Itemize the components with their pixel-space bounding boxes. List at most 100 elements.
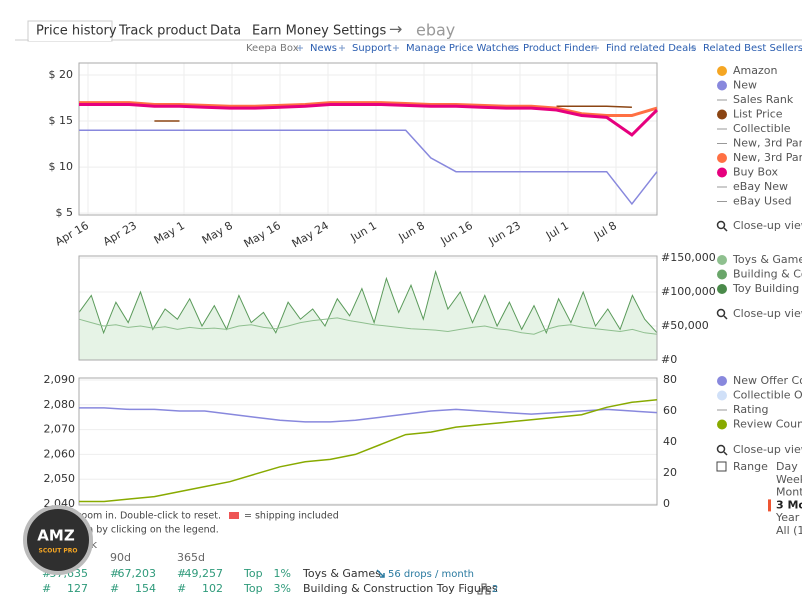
stat-cell: 49,257 — [185, 567, 224, 580]
stat-header: 365d — [177, 551, 205, 564]
nav-link[interactable]: Support — [352, 43, 392, 54]
nav-link[interactable]: Find related Deals — [606, 43, 696, 54]
search-icon-handle — [723, 315, 728, 320]
x-tick-label: Jun 23 — [486, 219, 523, 248]
legend-label[interactable]: Sales Rank — [733, 93, 794, 106]
legend-swatch — [717, 255, 727, 265]
category-name[interactable]: Building & Construction Toy Figures — [303, 582, 498, 595]
legend-label[interactable]: eBay Used — [733, 195, 792, 208]
search-icon — [716, 220, 726, 230]
price-line — [79, 129, 658, 206]
nav-link[interactable]: Manage Price Watches — [406, 43, 519, 54]
hint: = shipping included — [244, 511, 339, 522]
legend-label[interactable]: Buy Box — [733, 166, 778, 179]
hint: a to zoom in. Double-click to reset. — [55, 511, 221, 522]
legend-label[interactable]: New Offer Cou — [733, 374, 802, 387]
legend-label[interactable]: New, 3rd Party — [733, 137, 802, 150]
link-separator — [510, 45, 516, 51]
rank-line — [78, 317, 658, 335]
nav-link[interactable]: Related Best Sellers — [703, 43, 802, 54]
price-line — [154, 105, 632, 122]
tab[interactable]: Price history — [36, 24, 117, 39]
range-option[interactable]: Day — [776, 460, 798, 473]
tab[interactable]: Data — [210, 24, 241, 39]
stat-cell: # — [42, 567, 51, 580]
legend-label[interactable]: Collectible Offe — [733, 389, 802, 402]
chart-frame — [78, 255, 658, 361]
nav-link[interactable]: Product Finder — [523, 43, 596, 54]
logo-subtext: SCOUT PRO — [39, 548, 78, 555]
y2-tick-label: #100,000 — [661, 285, 716, 298]
nav-link[interactable]: News — [310, 43, 337, 54]
close-up-link[interactable]: Close-up view — [733, 307, 802, 320]
stat-cell: # — [177, 582, 186, 595]
hint: wn data by clicking on the legend. — [55, 525, 219, 536]
link-separator — [339, 45, 345, 51]
close-up-link[interactable]: Close-up view — [733, 443, 802, 456]
y2-tick-label: 20 — [663, 466, 677, 479]
x-tick-label: Jun 8 — [396, 219, 427, 245]
link-separator — [593, 45, 599, 51]
legend-label[interactable]: Toy Building Se — [732, 282, 802, 295]
legend-label[interactable]: Rating — [733, 403, 768, 416]
drop-arrow — [376, 569, 385, 578]
y2-tick-label: #150,000 — [661, 251, 716, 264]
x-tick-label: Jun 1 — [348, 219, 379, 245]
legend-label[interactable]: New — [733, 79, 757, 92]
y2-tick-label: 0 — [663, 497, 670, 510]
legend-swatch — [717, 153, 727, 163]
offer-line — [79, 399, 658, 503]
stat-cell: # — [110, 582, 119, 595]
stat-cell: 154 — [135, 582, 156, 595]
tab[interactable]: Track product — [118, 24, 207, 39]
range-option[interactable]: Year — [775, 511, 800, 524]
legend-swatch — [717, 167, 727, 178]
stat-cell: 1% — [274, 567, 291, 580]
stat-cell: # — [177, 567, 186, 580]
calendar-icon — [716, 461, 727, 472]
range-option[interactable]: Week — [776, 473, 802, 486]
stat-cell: 3% — [274, 582, 291, 595]
price-line — [79, 101, 658, 117]
legend-swatch — [717, 80, 727, 91]
rank-area — [79, 271, 657, 360]
range-option[interactable]: 3 Mo — [776, 498, 802, 511]
x-tick-label: Jul 8 — [591, 219, 619, 243]
hierarchy-icon — [477, 583, 491, 595]
link-separator — [297, 45, 303, 51]
legend-label[interactable]: New, 3rd Party — [733, 151, 802, 164]
price-line — [79, 103, 659, 137]
legend-swatch — [717, 66, 727, 76]
range-option[interactable]: Month — [776, 486, 802, 499]
range-label: Range — [733, 460, 768, 473]
y-tick-label: 2,070 — [44, 423, 76, 436]
truck-icon — [229, 512, 239, 519]
tab[interactable]: Settings — [333, 24, 387, 39]
range-option[interactable]: All (10 — [776, 524, 802, 537]
legend-swatch — [717, 390, 727, 401]
category-name[interactable]: Toys & Games — [302, 567, 381, 580]
range-active-bar — [768, 499, 771, 512]
x-tick-label: Apr 16 — [53, 219, 91, 249]
legend-label[interactable]: Review Count — [733, 418, 802, 431]
x-tick-label: May 8 — [200, 219, 235, 247]
y-tick-label: $ 15 — [49, 114, 74, 127]
search-icon-handle — [723, 451, 728, 456]
y2-tick-label: 80 — [663, 373, 677, 386]
legend-label[interactable]: Building & Con — [733, 268, 802, 281]
y-tick-label: $ 5 — [56, 206, 74, 219]
legend-label[interactable]: Toys & Games — [732, 253, 802, 266]
legend-label[interactable]: Amazon — [733, 64, 777, 77]
close-up-link[interactable]: Close-up view — [733, 219, 802, 232]
x-tick-label: Jul 1 — [543, 219, 571, 243]
tab[interactable]: Earn Money — [252, 24, 329, 39]
offer-line — [79, 407, 658, 423]
legend-swatch — [717, 419, 727, 430]
y-tick-label: $ 10 — [49, 160, 74, 173]
stat-cell: # — [42, 582, 51, 595]
x-tick-label: May 1 — [152, 219, 187, 247]
legend-label[interactable]: List Price — [733, 108, 783, 121]
ebay-tab[interactable]: ebay — [416, 21, 455, 40]
legend-label[interactable]: eBay New — [733, 180, 788, 193]
legend-label[interactable]: Collectible — [733, 122, 791, 135]
